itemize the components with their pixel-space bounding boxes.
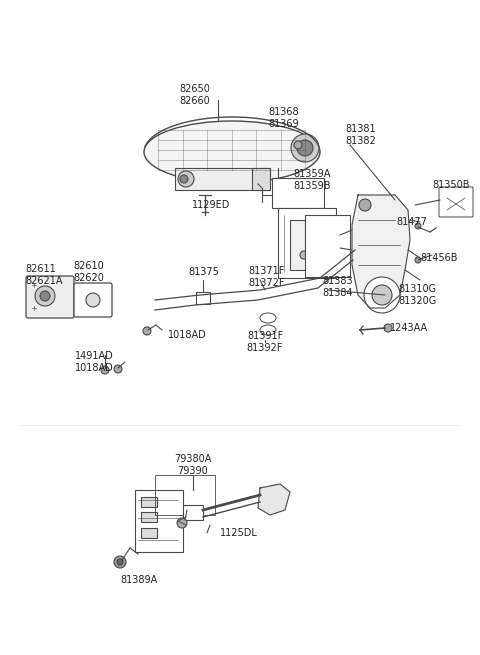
Ellipse shape [260, 313, 276, 323]
Text: 81383
81384: 81383 81384 [322, 276, 353, 298]
Bar [183, 505, 203, 520]
Circle shape [177, 518, 187, 528]
Text: 81359A
81359B: 81359A 81359B [293, 169, 331, 191]
Ellipse shape [260, 325, 276, 335]
Polygon shape [258, 484, 290, 515]
Text: 81389A: 81389A [120, 575, 157, 585]
Text: 81391F
81392F: 81391F 81392F [247, 331, 283, 353]
Text: 1125DL: 1125DL [220, 528, 258, 538]
Polygon shape [352, 195, 410, 308]
Bar [155, 475, 215, 515]
Text: 81350B: 81350B [432, 180, 469, 190]
Text: 82611
82621A: 82611 82621A [25, 264, 62, 286]
Circle shape [372, 285, 392, 305]
Bar [175, 168, 270, 190]
Circle shape [384, 324, 392, 332]
Text: 82650
82660: 82650 82660 [180, 84, 210, 106]
Circle shape [114, 556, 126, 568]
Text: 81456B: 81456B [420, 253, 457, 263]
Bar [141, 528, 157, 538]
Circle shape [415, 257, 421, 263]
Bar [278, 208, 336, 278]
Text: 1018AD: 1018AD [168, 330, 207, 340]
Text: 81310G
81320G: 81310G 81320G [398, 284, 436, 306]
Text: 81381
81382: 81381 81382 [345, 124, 376, 146]
Circle shape [86, 293, 100, 307]
Circle shape [300, 251, 308, 259]
Circle shape [40, 291, 50, 301]
Text: 82610
82620: 82610 82620 [73, 261, 104, 283]
Circle shape [294, 141, 302, 149]
Text: 81477: 81477 [396, 217, 427, 227]
Circle shape [101, 366, 109, 374]
Bar [252, 168, 270, 190]
Bar [141, 497, 157, 507]
Circle shape [117, 559, 123, 565]
Bar [141, 512, 157, 522]
Bar [135, 490, 183, 552]
FancyBboxPatch shape [439, 187, 473, 217]
Bar [290, 220, 318, 270]
Text: 1491AD
1018AD: 1491AD 1018AD [75, 351, 114, 373]
Circle shape [364, 277, 400, 313]
Bar [272, 178, 324, 208]
Circle shape [180, 175, 188, 183]
Text: 81371F
81372F: 81371F 81372F [248, 266, 285, 288]
Circle shape [415, 223, 421, 229]
Text: 1129ED: 1129ED [192, 200, 230, 210]
Bar [196, 292, 210, 304]
Text: 79380A
79390: 79380A 79390 [174, 454, 212, 476]
Circle shape [359, 199, 371, 211]
Text: 1243AA: 1243AA [390, 323, 428, 333]
Text: 81375: 81375 [188, 267, 219, 277]
Circle shape [35, 286, 55, 306]
FancyBboxPatch shape [26, 276, 74, 318]
Circle shape [297, 140, 313, 156]
Ellipse shape [144, 121, 320, 183]
Circle shape [114, 365, 122, 373]
Text: 81368
81369: 81368 81369 [268, 107, 299, 129]
FancyBboxPatch shape [74, 283, 112, 317]
Circle shape [291, 134, 319, 162]
Bar [305, 215, 350, 277]
Circle shape [143, 327, 151, 335]
Circle shape [178, 171, 194, 187]
